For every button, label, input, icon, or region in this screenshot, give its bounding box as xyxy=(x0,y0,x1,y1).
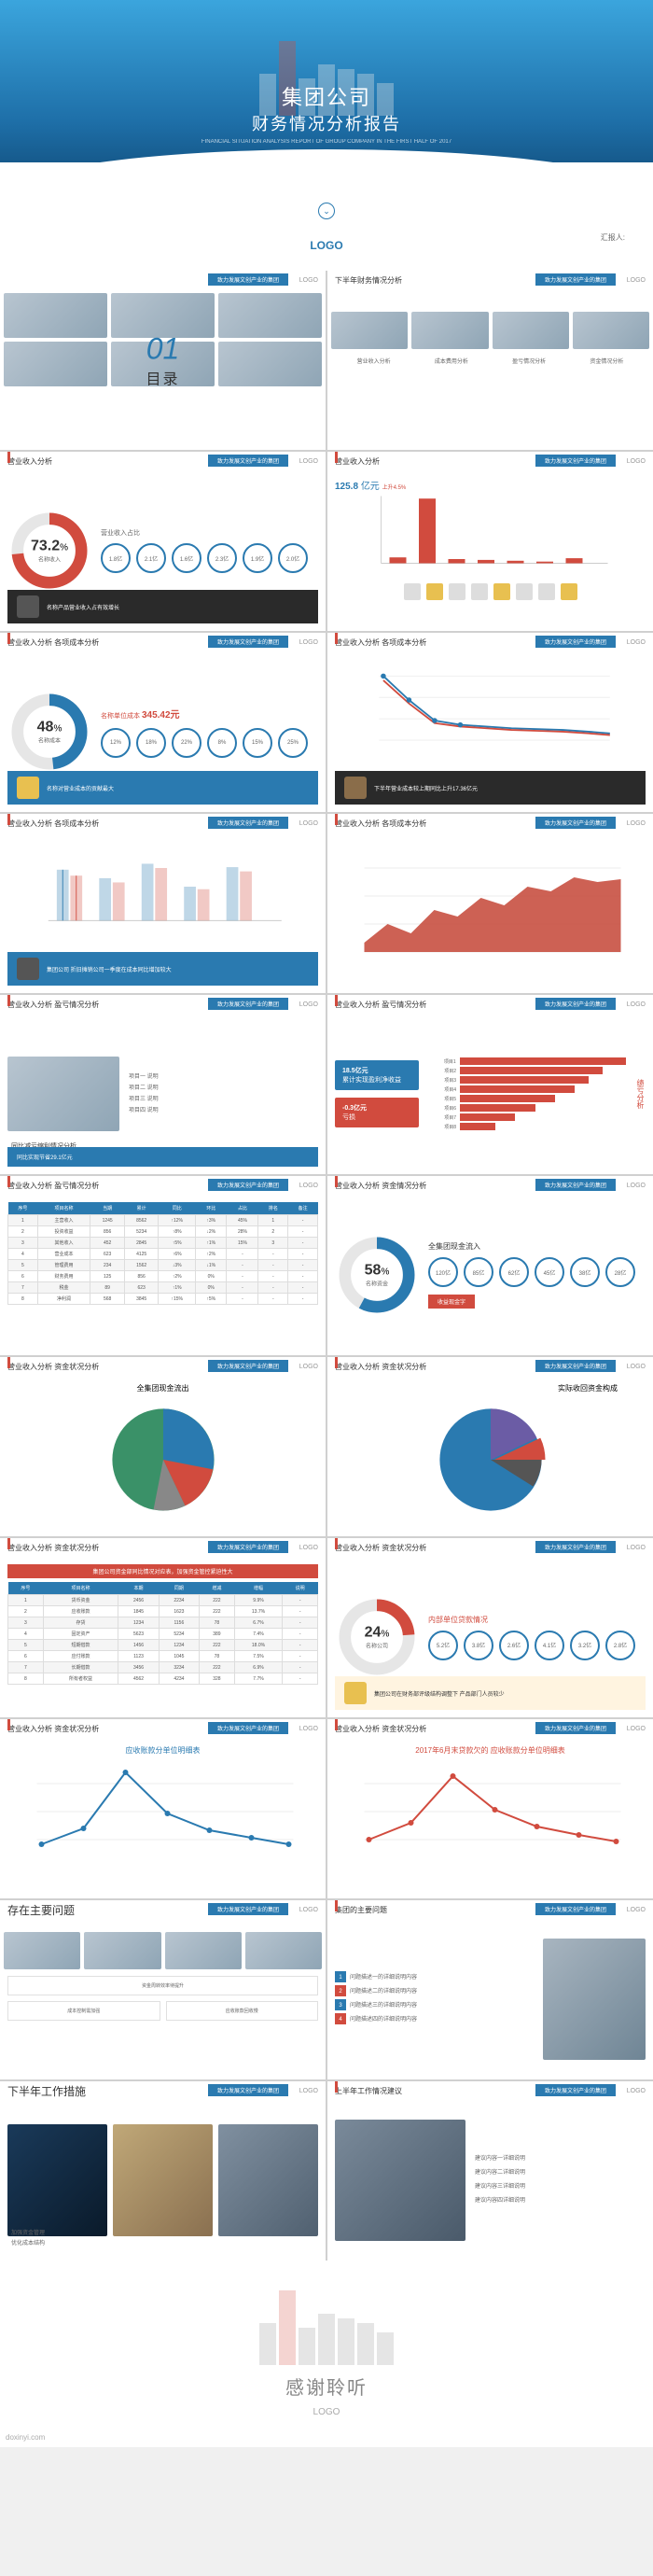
profit-callout: 18.5亿元累计实现盈利净收益 xyxy=(335,1060,419,1090)
cover-reporter: 汇报人: xyxy=(601,232,625,243)
cover-logo: LOGO xyxy=(310,239,342,252)
loss-callout: -0.3亿元亏损 xyxy=(335,1098,419,1127)
slide-revenue-bar: 致力发展文创产业的集团 营业收入分析LOGO 125.8 亿元 上升4.5% xyxy=(327,452,653,631)
brand-tag: 致力发展文创产业的集团 xyxy=(208,273,288,286)
pie-chart-recover xyxy=(430,1399,551,1520)
slide-section-intro: 致力发展文创产业的集团 下半年财务情况分析LOGO 营业收入分析 成本费用分析 … xyxy=(327,271,653,450)
revenue-donut: 73.2%名称收入 xyxy=(7,509,91,593)
ar-line-chart-2 xyxy=(335,1756,646,1868)
cover-title-1: 集团公司 xyxy=(0,81,653,111)
chevron-down-icon: ⌄ xyxy=(318,203,335,219)
analysis-image xyxy=(7,1057,119,1131)
cover-subtitle: FINANCIAL SITUATION ANALYSIS REPORT OF G… xyxy=(0,139,653,145)
slide-contents: 致力发展文创产业的集团 LOGO 01 目录 xyxy=(0,271,326,450)
slide-suggestions: 致力发展文创产业的集团 上半年工作情况建议LOGO 建议内容一详细说明 建议内容… xyxy=(327,2081,653,2261)
slide-pl-list: 致力发展文创产业的集团 营业收入分析 盈亏情况分析LOGO 项目一 说明 项目二… xyxy=(0,995,326,1174)
cost-donut: 48%名称成本 xyxy=(7,690,91,774)
building-image xyxy=(543,1939,646,2060)
slide-ar-chart2: 致力发展文创产业的集团 营业收入分析 资金状况分析LOGO 2017年6月末贷款… xyxy=(327,1719,653,1898)
cover-slide: 集团公司 财务情况分析报告 FINANCIAL SITUATION ANALYS… xyxy=(0,0,653,271)
cash-donut: 58%名称资金 xyxy=(335,1233,419,1317)
area-chart xyxy=(335,840,646,971)
fund-table: 序号项目名称本期同期增减增幅说明1货币资金245622342229.9%-2应收… xyxy=(7,1582,318,1685)
note-banner: 名称产品营业收入占有效增长 xyxy=(7,590,318,623)
watermark: doxinyi.com xyxy=(6,2433,45,2442)
slide-problems: 致力发展文创产业的集团 存在主要问题LOGO 资金周转效率待提升 成本控制需加强… xyxy=(0,1900,326,2079)
cost-line-chart xyxy=(335,659,646,762)
revenue-bar-chart xyxy=(335,492,646,576)
slide-ar-chart1: 致力发展文创产业的集团 营业收入分析 资金状况分析LOGO 应收账款分单位明细表 xyxy=(0,1719,326,1898)
slide-pl-table: 致力发展文创产业的集团 营业收入分析 盈亏情况分析LOGO 序号项目名称当期累计… xyxy=(0,1176,326,1355)
grouped-bar-chart xyxy=(7,840,318,933)
slide-cash-out-pie: 致力发展文创产业的集团 营业收入分析 资金状况分析LOGO 全集团现金流出 xyxy=(0,1357,326,1536)
pie-chart-out xyxy=(103,1399,224,1520)
slide-cash-recover-pie: 致力发展文创产业的集团 营业收入分析 资金状况分析LOGO 实际收回资金构成 xyxy=(327,1357,653,1536)
end-slide: 感谢聆听 LOGO doxinyi.com xyxy=(0,2261,653,2447)
slide-pl-hbars: 致力发展文创产业的集团 营业收入分析 盈亏情况分析LOGO 18.5亿元累计实现… xyxy=(327,995,653,1174)
cover-title: 集团公司 财务情况分析报告 FINANCIAL SITUATION ANALYS… xyxy=(0,81,653,145)
slide-cash-in: 致力发展文创产业的集团 营业收入分析 资金情况分析LOGO 58%名称资金 全集… xyxy=(327,1176,653,1355)
slide-group-problems: 致力发展文创产业的集团 集团的主要问题LOGO 1问题描述一的详细说明内容 2问… xyxy=(327,1900,653,2079)
end-title: 感谢聆听 xyxy=(285,2373,368,2400)
slide-fund-table: 致力发展文创产业的集团 营业收入分析 资金状况分析LOGO 集团公司资金部同比情… xyxy=(0,1538,326,1717)
loan-donut: 24%名称公司 xyxy=(335,1595,419,1679)
slide-cost-line: 致力发展文创产业的集团 营业收入分析 各项成本分析LOGO 下半年营业成本较上期… xyxy=(327,633,653,812)
slide-measures: 致力发展文创产业的集团 下半年工作措施LOGO 加强资金管理 优化成本结构 xyxy=(0,2081,326,2261)
hbar-chart: 项目1 项目2 项目3 项目4 项目5 项目6 项目7 项目8 xyxy=(428,1056,626,1132)
slide-cost-area: 致力发展文创产业的集团 营业收入分析 各项成本分析LOGO xyxy=(327,814,653,993)
slide-revenue-donut: 致力发展文创产业的集团 营业收入分析LOGO 73.2%名称收入 营业收入占比 … xyxy=(0,452,326,631)
ar-line-chart-1 xyxy=(7,1756,318,1868)
slide-cost-grouped: 致力发展文创产业的集团 营业收入分析 各项成本分析LOGO 集团公司 折旧摊销公… xyxy=(0,814,326,993)
pl-table: 序号项目名称当期累计同比环比占比排名备注1主营收入12458562↑12%↑3%… xyxy=(7,1202,318,1305)
section-title: 01 目录 xyxy=(146,332,179,389)
cover-title-2: 财务情况分析报告 xyxy=(0,111,653,135)
slide-loan-donut: 致力发展文创产业的集团 营业收入分析 资金状况分析LOGO 24%名称公司 内部… xyxy=(327,1538,653,1717)
slide-cost-donut: 致力发展文创产业的集团 营业收入分析 各项成本分析LOGO 48%名称成本 名称… xyxy=(0,633,326,812)
building-image-2 xyxy=(335,2120,465,2241)
